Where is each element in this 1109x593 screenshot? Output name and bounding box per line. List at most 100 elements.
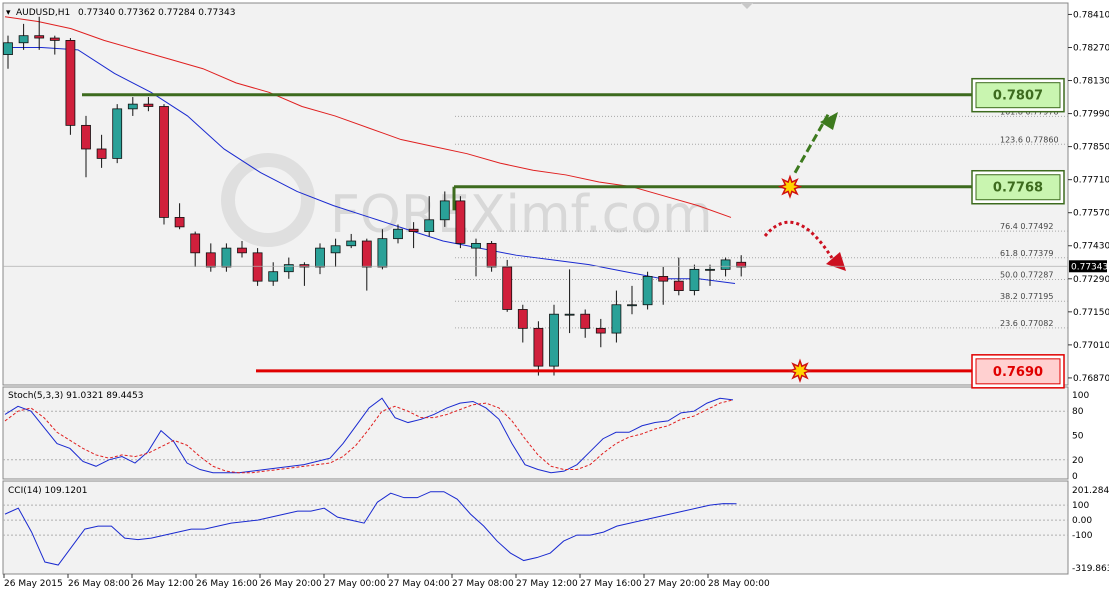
stoch-panel[interactable] bbox=[2, 386, 1069, 480]
candle-body bbox=[143, 103, 154, 107]
fib-level-label: 38.2 0.77195 bbox=[1000, 292, 1053, 301]
price-tick-label: 0.77150 bbox=[1073, 308, 1109, 318]
candle-body bbox=[720, 259, 731, 270]
stoch-tick-label: 20 bbox=[1072, 456, 1084, 466]
price-tick-label: 0.77010 bbox=[1073, 341, 1109, 351]
price-axis: 0.78410 0.78270 0.78130 0.77990 0.77850 0.777… bbox=[3, 10, 1109, 384]
candle-body bbox=[502, 266, 513, 310]
time-axis: 26 May 2015 26 May 08:00 26 May 12:00 26 Ma… bbox=[3, 574, 770, 589]
candle-body bbox=[346, 240, 357, 247]
time-tick-label: 26 May 16:00 bbox=[196, 579, 258, 589]
fib-level-label: 23.6 0.77082 bbox=[1000, 319, 1053, 328]
candle-body bbox=[283, 264, 294, 273]
candle-body bbox=[424, 219, 435, 232]
candle-body bbox=[439, 200, 450, 221]
time-tick-label: 27 May 00:00 bbox=[324, 579, 386, 589]
candle-body bbox=[471, 242, 481, 249]
cci-line bbox=[4, 491, 737, 566]
stoch-tick-label: 100 bbox=[1072, 391, 1089, 401]
stoch-signal-line bbox=[4, 399, 734, 474]
candle-body bbox=[549, 313, 559, 367]
cci-tick-label: 0.00 bbox=[1072, 516, 1092, 526]
price-tick-label: 0.77990 bbox=[1073, 110, 1109, 120]
price-tick-label: 0.77290 bbox=[1073, 275, 1109, 285]
stoch-tick-label: 50 bbox=[1072, 432, 1084, 442]
candle-body bbox=[361, 240, 372, 268]
stoch-label: Stoch(5,3,3) 91.0321 89.4453 bbox=[8, 391, 143, 401]
time-tick-label: 28 May 00:00 bbox=[708, 579, 770, 589]
time-tick-label: 27 May 12:00 bbox=[516, 579, 578, 589]
candle-body bbox=[221, 247, 232, 268]
candle-body bbox=[252, 252, 263, 282]
candle-body bbox=[34, 35, 45, 39]
time-tick-label: 27 May 04:00 bbox=[388, 579, 450, 589]
resistance-level-top-label: 0.7807 bbox=[993, 89, 1043, 104]
main-price-panel[interactable] bbox=[2, 2, 1069, 386]
candle-body bbox=[564, 313, 575, 316]
candle-body bbox=[658, 276, 669, 282]
candle-body bbox=[127, 103, 138, 110]
fib-level-label: 76.4 0.77492 bbox=[1000, 222, 1053, 231]
time-tick-label: 26 May 20:00 bbox=[260, 579, 322, 589]
price-tick-label: 0.78270 bbox=[1073, 43, 1109, 53]
price-tick-label: 0.78130 bbox=[1073, 77, 1109, 87]
candle-body bbox=[237, 247, 247, 254]
candle-body bbox=[673, 280, 684, 291]
fib-level-label: 123.6 0.77860 bbox=[1000, 135, 1059, 144]
candle-body bbox=[96, 148, 107, 159]
corner-tag-icon bbox=[741, 3, 753, 9]
cci-tick-label: -319.8635 bbox=[1072, 564, 1109, 574]
resistance-level-top-box bbox=[975, 82, 1061, 109]
cci-panel[interactable] bbox=[2, 480, 1069, 575]
bearish-arrow-line bbox=[763, 220, 834, 259]
time-tick-label: 27 May 20:00 bbox=[644, 579, 706, 589]
candle-body bbox=[595, 327, 606, 334]
candle-body bbox=[81, 124, 91, 150]
watermark-text: FOREXimf.com bbox=[330, 185, 713, 245]
support-burst-icon bbox=[787, 358, 813, 384]
time-tick-label: 27 May 08:00 bbox=[452, 579, 514, 589]
cci-label: CCI(14) 109.1201 bbox=[8, 486, 88, 496]
stoch-main-line bbox=[4, 397, 734, 474]
price-tick-label: 0.77710 bbox=[1073, 176, 1109, 186]
resistance-level-mid-label: 0.7768 bbox=[993, 181, 1043, 196]
ma-red-line bbox=[4, 16, 732, 218]
moving-averages bbox=[4, 16, 736, 285]
candle-body bbox=[486, 242, 497, 268]
support-level-bottom-label: 0.7690 bbox=[993, 365, 1043, 380]
time-tick-label: 26 May 08:00 bbox=[68, 579, 130, 589]
candle-body bbox=[205, 252, 216, 268]
cci-tick-label: -100 bbox=[1072, 531, 1093, 541]
candle-body bbox=[517, 309, 528, 329]
price-tick-label: 0.76870 bbox=[1073, 374, 1109, 384]
symbol-label: AUDUSD,H1 bbox=[16, 8, 70, 18]
chart-dropdown-icon[interactable]: ▾ bbox=[6, 8, 11, 18]
time-tick-label: 26 May 12:00 bbox=[132, 579, 194, 589]
candle-body bbox=[299, 264, 310, 268]
candlestick-series bbox=[3, 16, 747, 376]
candle-body bbox=[18, 35, 29, 44]
time-tick-label: 27 May 16:00 bbox=[580, 579, 642, 589]
current-price-badge bbox=[1069, 260, 1107, 273]
candle-body bbox=[611, 304, 622, 334]
candle-body bbox=[65, 40, 76, 126]
candle-body bbox=[3, 42, 13, 55]
candle-body bbox=[315, 247, 325, 268]
key-levels: 0.7807 0.7768 0.7690 bbox=[82, 77, 1065, 389]
time-tick-label: 26 May 2015 bbox=[4, 579, 63, 589]
candle-body bbox=[455, 200, 466, 244]
ma-blue-line bbox=[5, 46, 736, 285]
bullish-arrow-line bbox=[793, 113, 830, 174]
fib-level-label: 50.0 0.77287 bbox=[1000, 270, 1053, 279]
price-tick-label: 0.77570 bbox=[1073, 209, 1109, 219]
candle-body bbox=[174, 217, 185, 228]
candle-body bbox=[159, 106, 169, 218]
stoch-tick-label: 80 bbox=[1072, 407, 1084, 417]
candle-body bbox=[705, 268, 715, 271]
candle-body bbox=[533, 327, 544, 367]
cci-tick-label: 100 bbox=[1072, 501, 1089, 511]
candle-body bbox=[393, 228, 403, 240]
